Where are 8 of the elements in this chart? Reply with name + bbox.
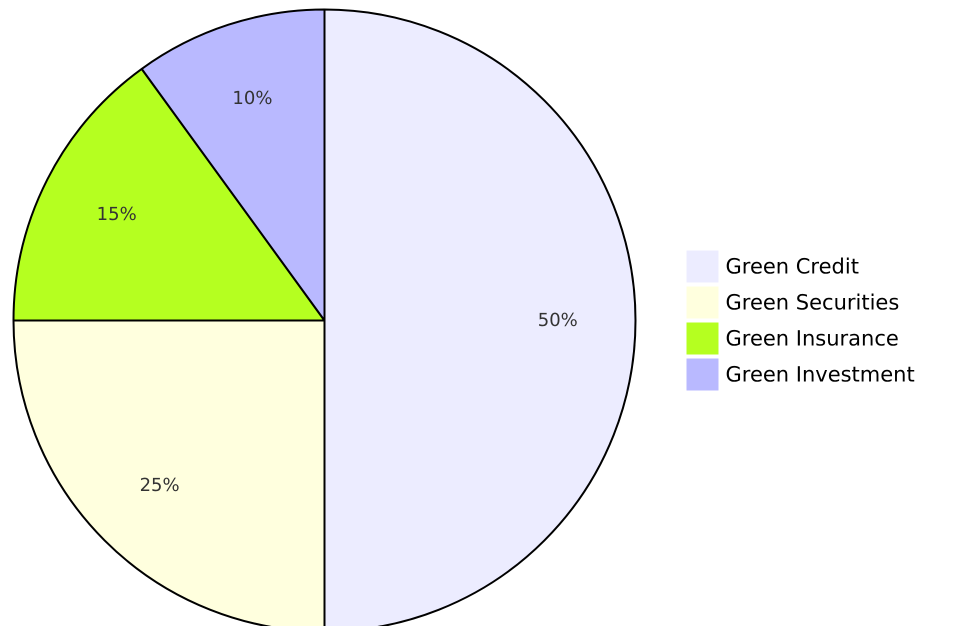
legend-label: Green Credit (726, 254, 859, 278)
legend-label: Green Insurance (726, 326, 899, 350)
data-label: 50% (538, 310, 578, 331)
legend-label: Green Investment (726, 362, 915, 386)
data-label: 15% (96, 204, 137, 226)
legend-label: Green Securities (726, 290, 900, 314)
data-label: 10% (232, 88, 272, 110)
data-label: 25% (140, 474, 180, 496)
